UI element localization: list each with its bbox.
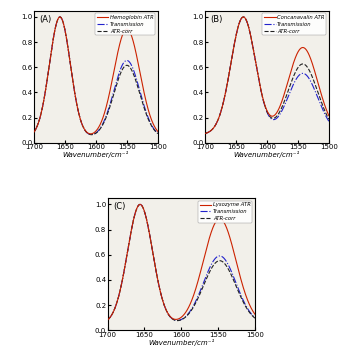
Text: (B): (B) [210, 15, 222, 24]
Text: (A): (A) [39, 15, 51, 24]
Text: (C): (C) [114, 202, 126, 211]
X-axis label: Wavenumber/cm⁻¹: Wavenumber/cm⁻¹ [63, 152, 129, 158]
Legend: Lysozyme ATR, Transmission, ATR-corr: Lysozyme ATR, Transmission, ATR-corr [198, 201, 253, 223]
Legend: Concanavalin ATR, Transmission, ATR-corr: Concanavalin ATR, Transmission, ATR-corr [262, 13, 326, 35]
X-axis label: Wavenumber/cm⁻¹: Wavenumber/cm⁻¹ [234, 152, 300, 158]
Legend: Hemoglobin ATR, Transmission, ATR-corr: Hemoglobin ATR, Transmission, ATR-corr [95, 13, 155, 35]
X-axis label: Wavenumber/cm⁻¹: Wavenumber/cm⁻¹ [148, 339, 215, 346]
